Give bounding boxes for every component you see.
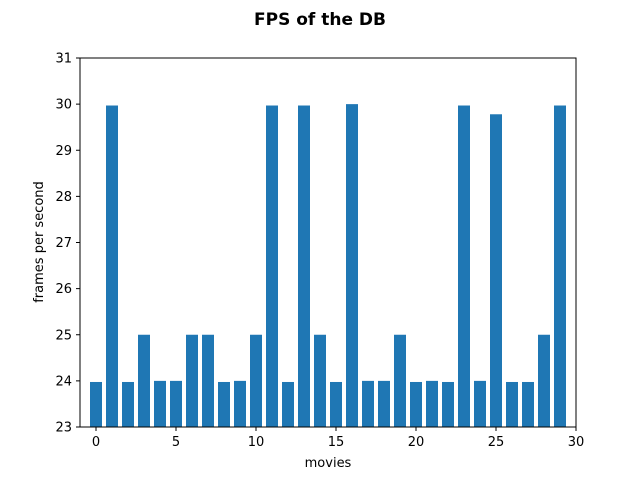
y-tick-label: 30 (55, 98, 72, 113)
bar-movie-1 (106, 105, 118, 427)
y-tick-label: 31 (55, 52, 72, 67)
bar-movie-7 (202, 334, 214, 427)
bar-movie-25 (490, 114, 502, 428)
bar-movie-17 (362, 380, 374, 428)
y-tick-label: 24 (55, 374, 72, 389)
y-tick-label: 26 (55, 282, 72, 297)
bar-movie-9 (234, 380, 246, 428)
x-tick-label: 10 (248, 435, 265, 450)
bar-movie-23 (458, 105, 470, 427)
bar-movie-28 (538, 334, 550, 427)
x-tick-label: 0 (92, 435, 100, 450)
chart-title: FPS of the DB (254, 10, 386, 30)
bar-movie-26 (506, 381, 518, 427)
bar-movie-3 (138, 334, 150, 427)
bar-movie-11 (266, 105, 278, 427)
y-tick-label: 25 (55, 328, 72, 343)
x-tick-label: 20 (408, 435, 425, 450)
bar-movie-19 (394, 334, 406, 427)
bar-movie-21 (426, 380, 438, 428)
bar-movie-12 (282, 381, 294, 427)
bar-movie-15 (330, 381, 342, 427)
x-tick-label: 15 (328, 435, 345, 450)
y-axis-ticks: 23 24 25 26 27 28 29 30 31 (55, 52, 80, 436)
bar-movie-6 (186, 334, 198, 427)
x-tick-label: 30 (568, 435, 585, 450)
y-tick-label: 29 (55, 144, 72, 159)
bar-movie-16 (346, 104, 358, 428)
bar-movie-24 (474, 380, 486, 428)
bar-movie-10 (250, 334, 262, 427)
y-tick-label: 23 (55, 421, 72, 436)
bar-movie-22 (442, 381, 454, 427)
y-tick-label: 28 (55, 190, 72, 205)
x-axis-ticks: 0 5 10 15 20 25 30 (92, 427, 584, 450)
bar-movie-13 (298, 105, 310, 427)
bar-movie-4 (154, 380, 166, 428)
bar-movie-5 (170, 380, 182, 428)
bar-movie-20 (410, 381, 422, 427)
x-tick-label: 25 (488, 435, 505, 450)
bar-movie-0 (90, 381, 102, 427)
bar-movie-2 (122, 381, 134, 427)
y-tick-label: 27 (55, 236, 72, 251)
bar-movie-27 (522, 381, 534, 427)
bar-movie-14 (314, 334, 326, 427)
y-axis-label: frames per second (32, 181, 47, 303)
bar-movie-18 (378, 380, 390, 428)
bar-movie-8 (218, 381, 230, 427)
bars-group (90, 104, 566, 428)
x-axis-label: movies (305, 456, 352, 471)
bar-movie-29 (554, 105, 566, 427)
x-tick-label: 5 (172, 435, 180, 450)
